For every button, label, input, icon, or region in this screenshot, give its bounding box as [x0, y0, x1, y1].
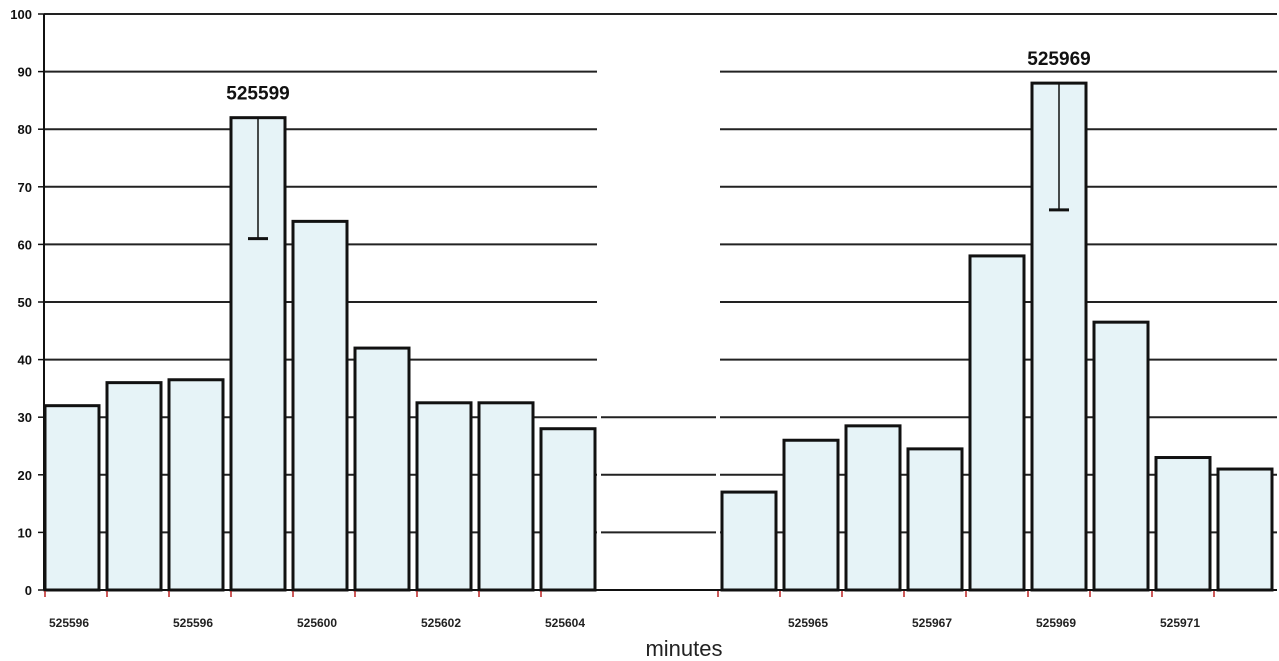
bar	[968, 254, 1026, 592]
bar	[291, 219, 349, 592]
x-tick-label: 525596	[173, 616, 213, 630]
x-tick-label: 525596	[49, 616, 89, 630]
bar	[844, 424, 902, 592]
x-tick-label: 525600	[297, 616, 337, 630]
bar	[353, 346, 411, 592]
bar-annotation: 525599	[226, 84, 289, 105]
bar	[167, 378, 225, 592]
x-tick-label: 525969	[1036, 616, 1076, 630]
y-tick-label: 50	[18, 295, 32, 310]
bar	[415, 401, 473, 592]
bar	[1092, 320, 1150, 592]
bars	[43, 81, 1274, 592]
y-tick-label: 0	[25, 583, 32, 598]
bar	[539, 427, 597, 592]
x-tick-label: 525604	[545, 616, 585, 630]
bar	[782, 438, 840, 592]
y-axis-ticks: 0 10 20 30 40 50 60 70 80 90 100	[10, 7, 44, 598]
y-tick-label: 40	[18, 353, 32, 368]
grid-gap	[597, 18, 720, 588]
bar	[720, 490, 778, 592]
x-tick-label: 525965	[788, 616, 828, 630]
x-tick-label: 525971	[1160, 616, 1200, 630]
x-axis-label: minutes	[645, 636, 722, 661]
y-tick-label: 60	[18, 237, 32, 252]
bar	[906, 447, 964, 592]
y-tick-label: 10	[18, 525, 32, 540]
y-tick-label: 20	[18, 468, 32, 483]
y-tick-label: 70	[18, 180, 32, 195]
bar	[1216, 467, 1274, 592]
x-axis-ticks: 525596 525596 525600 525602 525604 525965 5259…	[44, 590, 1215, 630]
y-tick-label: 30	[18, 410, 32, 425]
x-tick-label: 525602	[421, 616, 461, 630]
x-tick-label: 525967	[912, 616, 952, 630]
bar-annotation: 525969	[1027, 49, 1090, 70]
annotations: 525599 525969	[226, 49, 1091, 241]
bar	[105, 381, 163, 592]
y-tick-label: 90	[18, 65, 32, 80]
y-tick-label: 100	[10, 7, 32, 22]
bar	[43, 404, 101, 592]
y-tick-label: 80	[18, 122, 32, 137]
bar	[477, 401, 535, 592]
bar	[1154, 456, 1212, 592]
